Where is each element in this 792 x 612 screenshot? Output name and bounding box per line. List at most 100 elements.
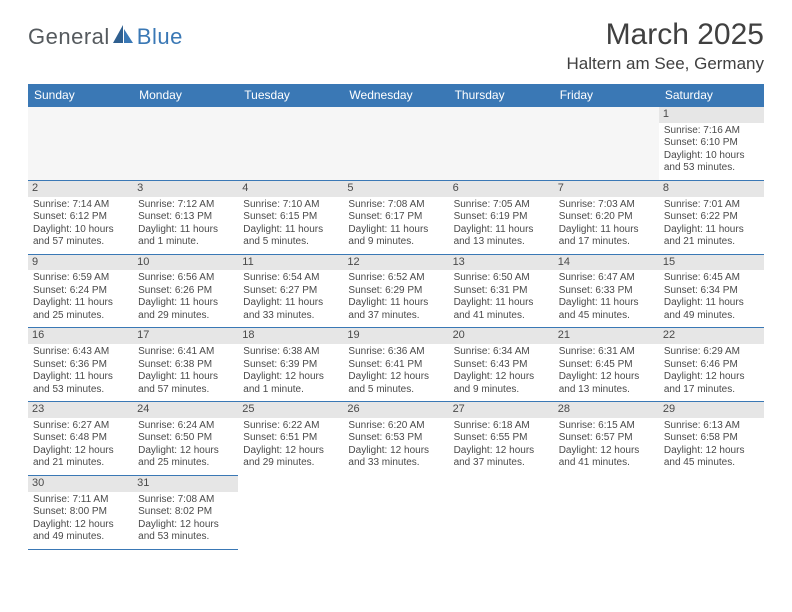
daylight-line: Daylight: 11 hours and 29 minutes. [138,297,233,322]
sunrise-line: Sunrise: 6:38 AM [243,346,338,359]
day-number: 4 [238,181,343,197]
day-number: 21 [554,328,659,344]
calendar-day-cell: 22Sunrise: 6:29 AMSunset: 6:46 PMDayligh… [659,328,764,402]
sunrise-line: Sunrise: 6:31 AM [559,346,654,359]
calendar-day-cell: 17Sunrise: 6:41 AMSunset: 6:38 PMDayligh… [133,328,238,402]
sunrise-line: Sunrise: 6:45 AM [664,272,759,285]
day-number: 17 [133,328,238,344]
daylight-line: Daylight: 11 hours and 41 minutes. [454,297,549,322]
daylight-line: Daylight: 11 hours and 45 minutes. [559,297,654,322]
sunset-line: Sunset: 6:58 PM [664,432,759,445]
calendar-day-cell [659,475,764,549]
sunset-line: Sunset: 6:19 PM [454,211,549,224]
calendar-day-cell [554,107,659,181]
daylight-line: Daylight: 12 hours and 29 minutes. [243,445,338,470]
daylight-line: Daylight: 12 hours and 17 minutes. [664,371,759,396]
sunrise-line: Sunrise: 6:34 AM [454,346,549,359]
calendar-day-cell [449,107,554,181]
calendar-week-row: 1Sunrise: 7:16 AMSunset: 6:10 PMDaylight… [28,107,764,181]
sunset-line: Sunset: 6:10 PM [664,137,759,150]
calendar-day-cell: 24Sunrise: 6:24 AMSunset: 6:50 PMDayligh… [133,402,238,476]
sunrise-line: Sunrise: 6:36 AM [348,346,443,359]
sunset-line: Sunset: 6:45 PM [559,359,654,372]
sunset-line: Sunset: 6:24 PM [33,285,128,298]
day-number: 16 [28,328,133,344]
calendar-day-cell: 26 Sunrise: 6:20 AMSunset: 6:53 PMDayligh… [343,402,448,476]
sunrise-line: Sunrise: 7:10 AM [243,199,338,212]
daylight-line: Daylight: 12 hours and 41 minutes. [559,445,654,470]
weekday-header: Thursday [449,84,554,107]
title-block: March 2025 Haltern am See, Germany [567,18,764,74]
sunrise-line: Sunrise: 7:01 AM [664,199,759,212]
calendar-day-cell: 4Sunrise: 7:10 AMSunset: 6:15 PMDaylight… [238,180,343,254]
calendar-day-cell [238,107,343,181]
day-number: 23 [28,402,133,418]
sunset-line: Sunset: 6:41 PM [348,359,443,372]
day-number: 15 [659,255,764,271]
day-number: 28 [554,402,659,418]
weekday-header: Wednesday [343,84,448,107]
calendar-day-cell: 29Sunrise: 6:13 AMSunset: 6:58 PMDayligh… [659,402,764,476]
daylight-line: Daylight: 12 hours and 25 minutes. [138,445,233,470]
sunrise-line: Sunrise: 6:56 AM [138,272,233,285]
day-number: 13 [449,255,554,271]
sunset-line: Sunset: 6:53 PM [348,432,443,445]
calendar-day-cell [343,475,448,549]
daylight-line: Daylight: 11 hours and 21 minutes. [664,224,759,249]
calendar-week-row: 30Sunrise: 7:11 AMSunset: 8:00 PMDayligh… [28,475,764,549]
day-number: 31 [133,476,238,492]
daylight-line: Daylight: 12 hours and 33 minutes. [348,445,443,470]
sunset-line: Sunset: 6:50 PM [138,432,233,445]
daylight-line: Daylight: 12 hours and 9 minutes. [454,371,549,396]
sunrise-line: Sunrise: 6:13 AM [664,420,759,433]
sunrise-line: Sunrise: 7:12 AM [138,199,233,212]
sunrise-line: Sunrise: 7:03 AM [559,199,654,212]
daylight-line: Daylight: 12 hours and 45 minutes. [664,445,759,470]
calendar-day-cell: 16Sunrise: 6:43 AMSunset: 6:36 PMDayligh… [28,328,133,402]
daylight-line: Daylight: 11 hours and 49 minutes. [664,297,759,322]
calendar-day-cell: 21Sunrise: 6:31 AMSunset: 6:45 PMDayligh… [554,328,659,402]
weekday-header: Saturday [659,84,764,107]
calendar-day-cell [343,107,448,181]
calendar-day-cell: 31Sunrise: 7:08 AMSunset: 8:02 PMDayligh… [133,475,238,549]
sunrise-line: Sunrise: 6:24 AM [138,420,233,433]
month-title: March 2025 [567,18,764,52]
daylight-line: Daylight: 11 hours and 37 minutes. [348,297,443,322]
daylight-line: Daylight: 12 hours and 21 minutes. [33,445,128,470]
calendar-day-cell [133,107,238,181]
calendar-day-cell: 5Sunrise: 7:08 AMSunset: 6:17 PMDaylight… [343,180,448,254]
calendar-day-cell: 9Sunrise: 6:59 AMSunset: 6:24 PMDaylight… [28,254,133,328]
daylight-line: Daylight: 11 hours and 57 minutes. [138,371,233,396]
daylight-line: Daylight: 12 hours and 49 minutes. [33,519,128,544]
sunset-line: Sunset: 6:51 PM [243,432,338,445]
day-number: 8 [659,181,764,197]
calendar-day-cell: 1Sunrise: 7:16 AMSunset: 6:10 PMDaylight… [659,107,764,181]
daylight-line: Daylight: 10 hours and 57 minutes. [33,224,128,249]
calendar-week-row: 9Sunrise: 6:59 AMSunset: 6:24 PMDaylight… [28,254,764,328]
sunrise-line: Sunrise: 6:22 AM [243,420,338,433]
day-number: 10 [133,255,238,271]
weekday-header: Monday [133,84,238,107]
day-number: 22 [659,328,764,344]
day-number: 26 [343,402,448,418]
sunset-line: Sunset: 8:02 PM [138,506,233,519]
sunset-line: Sunset: 6:17 PM [348,211,443,224]
sunset-line: Sunset: 6:38 PM [138,359,233,372]
calendar-day-cell: 20Sunrise: 6:34 AMSunset: 6:43 PMDayligh… [449,328,554,402]
sunrise-line: Sunrise: 6:20 AM [348,420,443,433]
sunset-line: Sunset: 6:15 PM [243,211,338,224]
calendar-day-cell: 3Sunrise: 7:12 AMSunset: 6:13 PMDaylight… [133,180,238,254]
daylight-line: Daylight: 11 hours and 17 minutes. [559,224,654,249]
sunset-line: Sunset: 6:31 PM [454,285,549,298]
sunrise-line: Sunrise: 7:14 AM [33,199,128,212]
calendar-day-cell: 30Sunrise: 7:11 AMSunset: 8:00 PMDayligh… [28,475,133,549]
day-number: 30 [28,476,133,492]
header: General Blue March 2025 Haltern am See, … [28,18,764,74]
sunrise-line: Sunrise: 7:11 AM [33,494,128,507]
day-number: 18 [238,328,343,344]
logo: General Blue [28,24,183,50]
daylight-line: Daylight: 11 hours and 33 minutes. [243,297,338,322]
day-number: 3 [133,181,238,197]
calendar-day-cell [554,475,659,549]
calendar-day-cell: 7Sunrise: 7:03 AMSunset: 6:20 PMDaylight… [554,180,659,254]
